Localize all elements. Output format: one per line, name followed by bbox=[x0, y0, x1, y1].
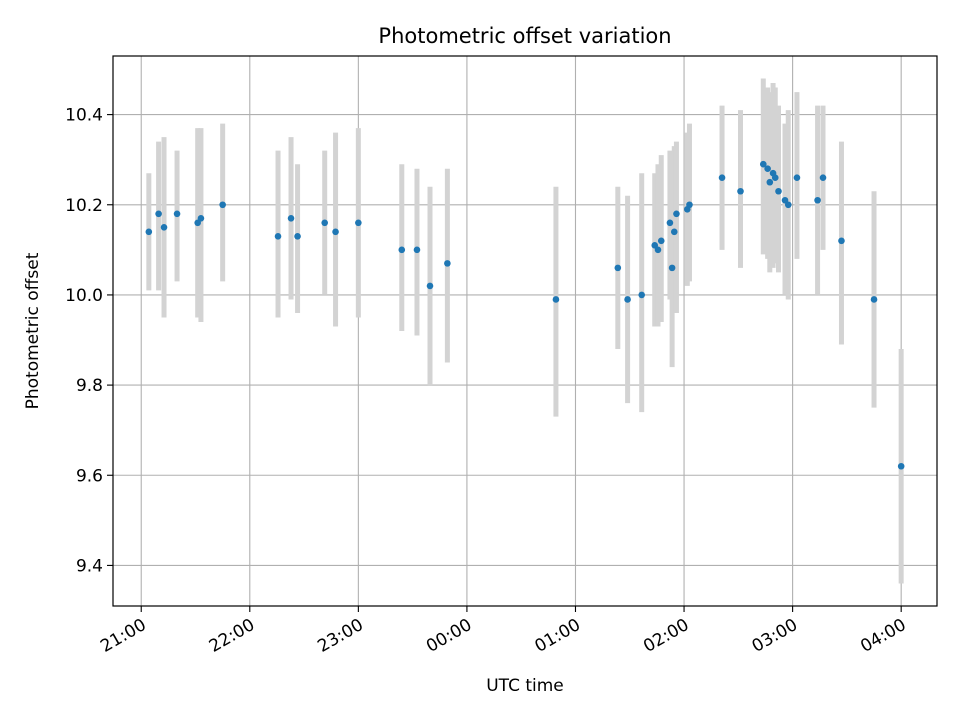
data-point bbox=[784, 201, 792, 209]
data-point bbox=[668, 264, 676, 272]
data-point bbox=[657, 237, 665, 245]
plot-frame bbox=[112, 55, 938, 607]
y-tick-label: 9.8 bbox=[76, 376, 103, 396]
data-point bbox=[294, 233, 301, 240]
data-point bbox=[145, 228, 153, 236]
data-point bbox=[737, 187, 744, 195]
data-point bbox=[673, 210, 680, 218]
data-point bbox=[426, 282, 434, 290]
data-point bbox=[155, 210, 162, 218]
data-points bbox=[145, 160, 905, 470]
data-point bbox=[219, 201, 226, 209]
data-point bbox=[355, 219, 362, 227]
data-point bbox=[897, 462, 905, 470]
data-point bbox=[870, 296, 878, 303]
data-point bbox=[775, 187, 782, 195]
data-point bbox=[398, 246, 406, 254]
data-point bbox=[274, 233, 282, 240]
data-point bbox=[332, 228, 339, 236]
data-point bbox=[624, 296, 631, 303]
data-point bbox=[670, 228, 678, 236]
data-point bbox=[287, 214, 295, 222]
data-point bbox=[766, 178, 774, 186]
data-point bbox=[638, 291, 646, 299]
data-point bbox=[838, 237, 845, 245]
data-point bbox=[686, 201, 693, 209]
y-axis-ticks: 9.4 9.6 9.8 10.0 10.2 10.4 bbox=[65, 106, 113, 576]
data-point bbox=[321, 219, 328, 227]
y-tick-label: 9.4 bbox=[76, 556, 103, 576]
data-point bbox=[614, 264, 622, 272]
data-point bbox=[654, 246, 662, 254]
data-point bbox=[444, 260, 451, 267]
data-point bbox=[819, 174, 827, 182]
y-tick-label: 9.6 bbox=[76, 466, 103, 486]
data-point bbox=[793, 174, 801, 182]
data-point bbox=[771, 174, 779, 182]
data-point bbox=[197, 214, 205, 222]
y-tick-label: 10.0 bbox=[65, 286, 103, 306]
data-point bbox=[759, 160, 767, 168]
data-point bbox=[718, 174, 726, 182]
y-tick-label: 10.2 bbox=[65, 196, 103, 216]
data-point bbox=[666, 219, 674, 227]
data-point bbox=[160, 224, 168, 231]
data-point bbox=[552, 296, 560, 303]
x-axis-label: UTC time bbox=[486, 676, 564, 696]
data-point bbox=[173, 210, 181, 218]
y-tick-label: 10.4 bbox=[65, 106, 103, 126]
data-point bbox=[413, 246, 421, 254]
data-point bbox=[764, 165, 771, 173]
chart-title: Photometric offset variation bbox=[378, 24, 671, 48]
data-point bbox=[814, 196, 821, 204]
y-axis-label: Photometric offset bbox=[23, 252, 43, 409]
